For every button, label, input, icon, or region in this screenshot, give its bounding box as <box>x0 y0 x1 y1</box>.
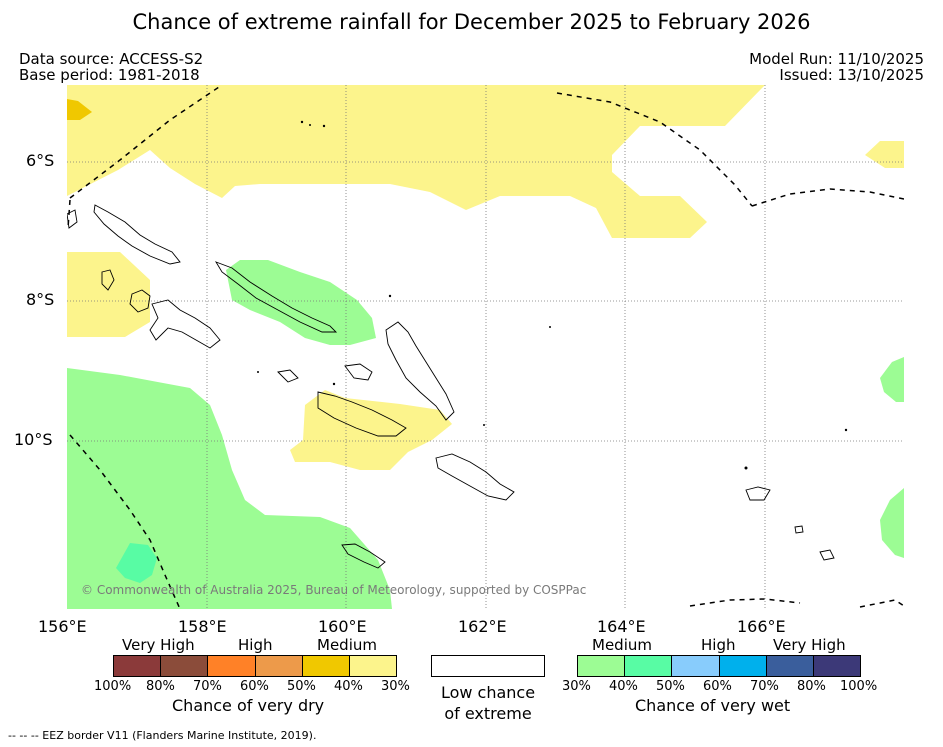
low-chance-line1: Low chance <box>440 683 536 702</box>
wet-swatch-40-50 <box>625 656 673 676</box>
dry-tick-50: 50% <box>287 679 316 694</box>
eez-borders <box>67 85 904 609</box>
model-run-block: Model Run: 11/10/2025 Issued: 13/10/2025 <box>749 51 924 83</box>
dry-swatch-80-70 <box>161 656 209 676</box>
wet-swatch-30-40 <box>578 656 626 676</box>
dry-tick-80: 80% <box>146 679 175 694</box>
russell-islands <box>277 369 299 383</box>
dry-tick-30: 30% <box>381 679 410 694</box>
wet-swatch-60-70 <box>719 656 767 676</box>
wet-region-40pct <box>116 543 157 583</box>
lat-label-8s: 8°S <box>26 290 55 309</box>
wet-legend-title: Chance of very wet <box>635 696 791 715</box>
low-chance-label: Low chance of extreme <box>431 682 545 724</box>
copyright-text: © Commonwealth of Australia 2025, Bureau… <box>81 583 587 597</box>
wet-heading-very-high: Very High <box>773 636 846 654</box>
wet-tick-30: 30% <box>562 679 591 694</box>
wet-swatch-80-100 <box>813 656 861 676</box>
low-chance-line2: of extreme <box>444 704 532 723</box>
wet-region-southeast <box>880 488 904 558</box>
dry-region-west <box>67 252 150 337</box>
wet-tick-100: 100% <box>840 679 878 694</box>
lon-label-164e: 164°E <box>597 617 646 636</box>
wet-region-east <box>880 357 904 402</box>
lon-label-158e: 158°E <box>178 617 227 636</box>
florida-islands <box>344 363 373 381</box>
makira-island <box>435 453 515 501</box>
lon-label-156e: 156°E <box>38 617 87 636</box>
santa-cruz-island <box>745 486 771 501</box>
dry-swatch-50-40 <box>302 656 350 676</box>
dry-swatch-70-60 <box>208 656 256 676</box>
utupua-island <box>794 525 804 534</box>
santa-isabel-island <box>214 261 338 333</box>
dry-region-north <box>67 85 765 238</box>
kolombangara-island <box>129 289 151 313</box>
eez-footnote: -- -- -- EEZ border V11 (Flanders Marine… <box>8 729 317 742</box>
dry-region-central <box>290 390 452 470</box>
dry-swatch-100-80 <box>114 656 162 676</box>
base-period: Base period: 1981-2018 <box>19 66 200 84</box>
wet-tick-60: 60% <box>703 679 732 694</box>
dry-tick-40: 40% <box>334 679 363 694</box>
dry-legend-title: Chance of very dry <box>172 696 325 715</box>
wet-tick-50: 50% <box>656 679 685 694</box>
dry-colorbar <box>113 655 397 677</box>
dry-tick-100: 100% <box>94 679 132 694</box>
choiseul-island <box>93 204 181 265</box>
malaita-island <box>385 321 455 421</box>
coastlines <box>67 204 835 569</box>
lon-label-166e: 166°E <box>737 617 786 636</box>
wet-tick-80: 80% <box>797 679 826 694</box>
lon-label-162e: 162°E <box>458 617 507 636</box>
wet-swatch-70-80 <box>766 656 814 676</box>
lat-label-10s: 10°S <box>14 430 53 449</box>
dry-swatch-60-50 <box>255 656 303 676</box>
map-title: Chance of extreme rainfall for December … <box>132 10 811 34</box>
dry-heading-high: High <box>238 636 273 654</box>
dry-region-high <box>67 99 92 120</box>
model-run: Model Run: 11/10/2025 <box>749 50 924 68</box>
lon-label-160e: 160°E <box>318 617 367 636</box>
new-georgia-islands <box>149 299 221 349</box>
issued-date: Issued: 13/10/2025 <box>779 66 924 84</box>
wet-heading-medium: Medium <box>592 636 652 654</box>
wet-region-solomons <box>226 260 376 345</box>
dry-heading-medium: Medium <box>317 636 377 654</box>
guadalcanal-island <box>317 391 407 437</box>
rennell-island <box>341 543 386 569</box>
graticule <box>67 85 904 609</box>
dry-region-ne-corner <box>865 141 904 168</box>
low-chance-swatch <box>431 655 545 677</box>
wet-heading-high: High <box>701 636 736 654</box>
vella-lavella-island <box>101 269 115 291</box>
dry-tick-60: 60% <box>240 679 269 694</box>
wet-swatch-50-60 <box>672 656 720 676</box>
data-source: Data source: ACCESS-S2 <box>19 50 204 68</box>
dry-tick-70: 70% <box>193 679 222 694</box>
wet-tick-40: 40% <box>609 679 638 694</box>
wet-colorbar <box>577 655 861 677</box>
small-islets <box>257 120 848 470</box>
dry-swatch-40-30 <box>349 656 397 676</box>
data-source-block: Data source: ACCESS-S2 Base period: 1981… <box>19 51 203 83</box>
wet-tick-70: 70% <box>750 679 779 694</box>
vanikoro-island <box>819 549 835 561</box>
lat-label-6s: 6°S <box>26 151 55 170</box>
dry-heading-very-high: Very High <box>122 636 195 654</box>
